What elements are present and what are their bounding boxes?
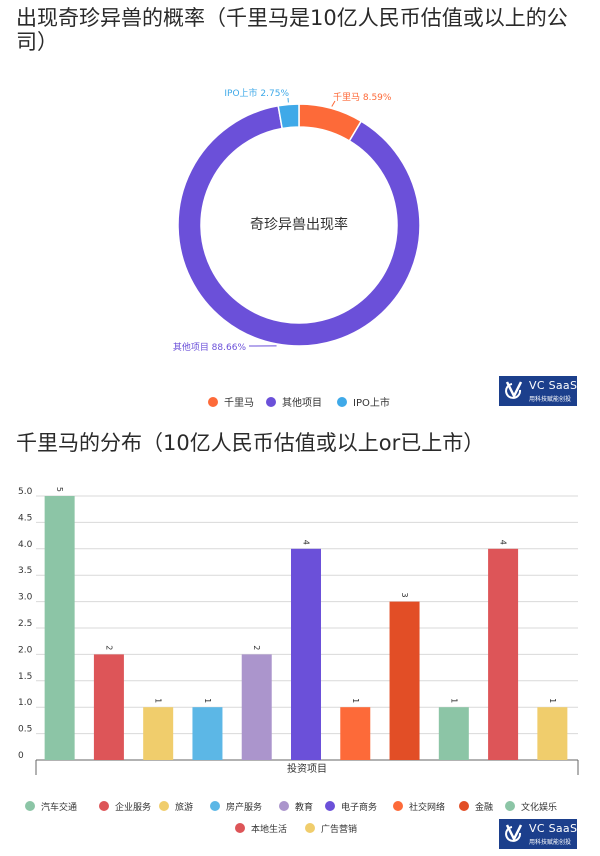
vc-saas-logo-bottom: VC SaaS 用科技赋能创投 xyxy=(499,819,577,849)
bar xyxy=(537,707,568,760)
y-tick-label: 4.5 xyxy=(18,513,32,523)
legend-swatch xyxy=(393,801,403,811)
legend-label: IPO上市 xyxy=(353,396,390,409)
logo-tagline: 用科技赋能创投 xyxy=(529,396,572,403)
logo-brand: VC SaaS xyxy=(529,822,578,835)
slice-label: 千里马 8.59% xyxy=(333,92,392,103)
y-tick-label: 0 xyxy=(18,751,24,761)
y-tick-label: 1.5 xyxy=(18,672,32,682)
logo-mark-icon xyxy=(505,824,523,842)
bar-value-label: 1 xyxy=(154,698,163,703)
legend-swatch xyxy=(505,801,515,811)
vc-saas-logo: VC SaaS 用科技赋能创投 xyxy=(499,376,577,406)
legend-label: 文化娱乐 xyxy=(521,801,557,813)
legend-swatch xyxy=(325,801,335,811)
y-tick-label: 5.0 xyxy=(18,487,33,497)
logo-brand: VC SaaS xyxy=(529,379,578,392)
legend-label: 本地生活 xyxy=(251,823,287,835)
bar-value-label: 1 xyxy=(548,698,557,703)
bar xyxy=(291,548,321,760)
bar xyxy=(438,707,469,760)
legend-label: 汽车交通 xyxy=(41,801,77,813)
legend-swatch xyxy=(279,801,289,811)
bar-value-label: 4 xyxy=(499,540,508,545)
bar xyxy=(44,496,75,760)
legend-swatch xyxy=(337,397,347,407)
bar xyxy=(389,601,420,760)
legend-swatch xyxy=(208,397,218,407)
donut-center-label: 奇珍异兽出现率 xyxy=(250,216,348,233)
bar-value-label: 3 xyxy=(400,593,409,598)
donut-slice xyxy=(177,104,421,347)
bar xyxy=(340,707,371,760)
bar-value-label: 2 xyxy=(104,645,113,650)
donut-slice xyxy=(277,103,300,130)
legend-label: 教育 xyxy=(295,801,313,813)
bar-value-label: 1 xyxy=(351,698,360,703)
bar-chart-title: 千里马的分布（10亿人民币估值或以上or已上市） xyxy=(16,431,485,455)
legend-label: 电子商务 xyxy=(341,801,377,813)
bar-chart: 0 0.5 1.0 1.5 2.0 2.5 3.0 3.5 4.0 4.5 5.0 投资项目 5 2 1 1 2… xyxy=(18,487,579,835)
legend-swatch xyxy=(459,801,469,811)
legend-swatch xyxy=(210,801,220,811)
legend-swatch xyxy=(305,823,315,833)
bar-value-label: 2 xyxy=(252,645,261,650)
legend-label: 广告营销 xyxy=(321,823,357,835)
bar xyxy=(241,654,272,760)
logo-tagline: 用科技赋能创投 xyxy=(529,839,572,846)
legend-label: 社交网络 xyxy=(409,801,445,813)
y-tick-label: 3.5 xyxy=(18,566,32,576)
donut-chart-title: 出现奇珍异兽的概率（千里马是10亿人民币估值或以上的公司） xyxy=(16,6,568,54)
slice-label: 其他项目 88.66% xyxy=(173,341,247,353)
y-tick-label: 0.5 xyxy=(18,725,32,735)
y-tick-label: 2.0 xyxy=(18,645,33,655)
slice-leader-line xyxy=(331,100,336,107)
y-tick-label: 3.0 xyxy=(18,593,33,603)
legend-label: 千里马 xyxy=(224,397,254,409)
bar-value-label: 5 xyxy=(55,487,64,492)
bar-value-label: 1 xyxy=(203,698,212,703)
slice-label: IPO上市 2.75% xyxy=(224,87,289,99)
bar xyxy=(192,707,223,760)
bar xyxy=(93,654,124,760)
y-tick-label: 1.0 xyxy=(18,698,33,708)
bar-value-label: 4 xyxy=(302,540,311,545)
legend-label: 其他项目 xyxy=(282,396,322,409)
donut-chart: 千里马 8.59% 其他项目 88.66% IPO上市 2.75% 奇珍异兽出现率千里… xyxy=(173,87,421,409)
y-tick-label: 2.5 xyxy=(18,619,32,629)
legend-label: 房产服务 xyxy=(226,801,262,813)
legend-swatch xyxy=(266,397,276,407)
legend-swatch xyxy=(235,823,245,833)
legend-label: 旅游 xyxy=(175,801,193,813)
legend-swatch xyxy=(159,801,169,811)
bar xyxy=(488,548,519,760)
logo-mark-icon xyxy=(505,381,523,399)
legend-swatch xyxy=(25,801,35,811)
legend-swatch xyxy=(99,801,109,811)
legend-label: 企业服务 xyxy=(115,801,151,813)
bar-value-label: 1 xyxy=(449,698,458,703)
y-tick-label: 4.0 xyxy=(18,540,33,550)
x-axis-label: 投资项目 xyxy=(287,762,327,775)
bar xyxy=(143,707,174,760)
legend-label: 金融 xyxy=(475,801,493,813)
